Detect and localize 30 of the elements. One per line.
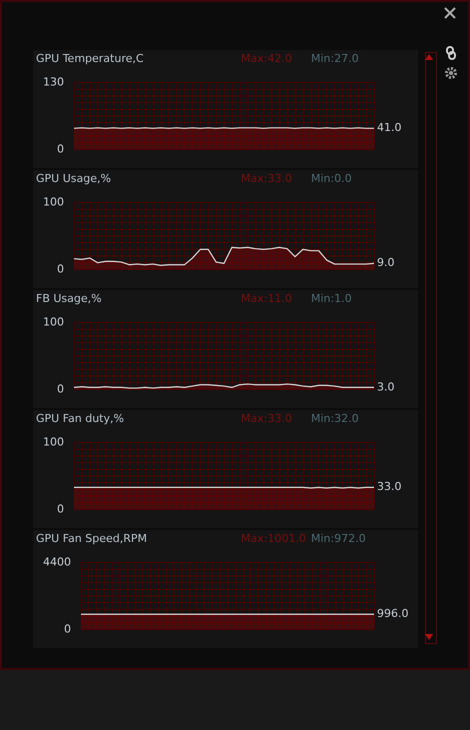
text: Max:1001.0	[241, 532, 306, 545]
text: Max:42.0	[241, 52, 292, 65]
text: Min:32.0	[311, 412, 359, 425]
text: 41.0	[377, 121, 402, 134]
text: Max:11.0	[241, 292, 292, 305]
chart-title: GPU Fan Speed,RPM	[36, 532, 147, 545]
y-tick-label: 0	[56, 502, 64, 516]
text: Max:33.0	[241, 412, 292, 425]
y-tick-label: 4400	[42, 555, 71, 568]
y-tick-label: 100	[42, 315, 64, 328]
text: 33.0	[377, 480, 402, 494]
y-tick-label: 100	[42, 195, 64, 208]
chart-title: FB Usage,%	[36, 292, 102, 305]
y-tick-label: 0	[56, 262, 64, 276]
y-tick-label: 130	[42, 75, 64, 88]
text: 996.0	[377, 607, 408, 620]
y-tick-label: 0	[56, 382, 64, 396]
y-tick-label: 0	[56, 142, 64, 156]
text: Min:1.0	[311, 292, 352, 305]
y-tick-label: 0	[64, 622, 71, 636]
text: Min:27.0	[311, 52, 359, 65]
chart-title: GPU Temperature,C	[36, 52, 144, 65]
text: Max:33.0	[241, 172, 292, 185]
text: 9.0	[377, 256, 394, 270]
text: Min:0.0	[311, 172, 352, 185]
chart-title: GPU Usage,%	[36, 172, 111, 185]
chart-title: GPU Fan duty,%	[36, 412, 124, 425]
y-tick-label: 100	[42, 435, 64, 448]
text: Min:972.0	[311, 532, 366, 545]
text: 3.0	[377, 380, 394, 394]
